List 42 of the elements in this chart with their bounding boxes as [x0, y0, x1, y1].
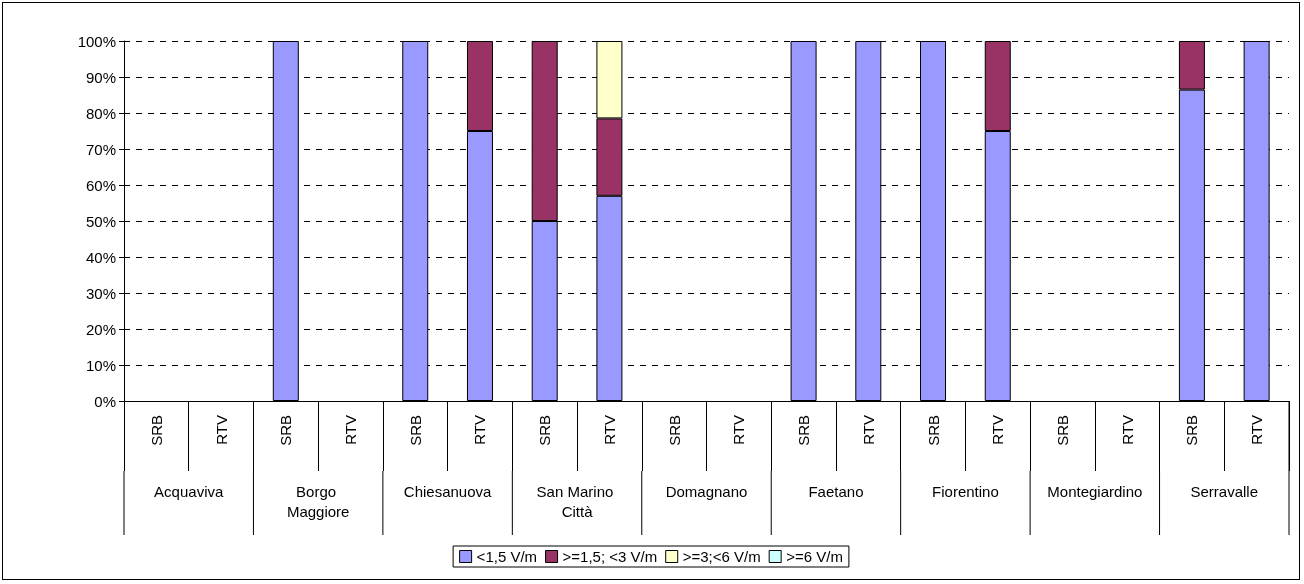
x-tick-label: SRB: [277, 415, 295, 446]
y-tick-label: 50%: [85, 212, 116, 230]
x-tick-label: SRB: [536, 415, 554, 446]
text: Serravalle: [1190, 482, 1259, 500]
text: Chiesanuova: [403, 482, 493, 500]
x-tick-label: SRB: [924, 415, 942, 446]
y-tick-label: 10%: [85, 356, 116, 374]
x-tick-label: RTV: [342, 415, 360, 445]
x-tick-label: SRB: [665, 415, 683, 446]
y-tick-label: 80%: [85, 104, 116, 122]
legend-label: <1,5 V/m: [476, 548, 538, 565]
x-tick-label: RTV: [212, 415, 230, 445]
y-tick-label: 20%: [85, 320, 116, 338]
y-tick-label: 100%: [77, 32, 116, 50]
text: Borgo Maggiore: [286, 482, 350, 520]
legend-label: >=6 V/m: [786, 548, 843, 565]
text: Acquaviva: [154, 482, 224, 500]
y-tick-label: 0%: [94, 392, 116, 410]
y-tick-label: 60%: [85, 176, 116, 194]
text: Fiorentino: [932, 482, 999, 500]
text: San Marino Città: [536, 482, 618, 520]
legend-label: >=3;<6 V/m: [682, 548, 761, 565]
x-tick-label: SRB: [1053, 415, 1071, 446]
y-tick-label: 90%: [85, 68, 116, 86]
text: Domagnano: [665, 482, 748, 500]
x-tick-label: RTV: [859, 415, 877, 445]
x-tick-label: RTV: [989, 415, 1007, 445]
y-tick-label: 30%: [85, 284, 116, 302]
x-tick-label: SRB: [406, 415, 424, 446]
x-tick-label: SRB: [795, 415, 813, 446]
x-tick-label: RTV: [600, 415, 618, 445]
y-tick-label: 40%: [85, 248, 116, 266]
x-tick-label: RTV: [471, 415, 489, 445]
x-tick-label: SRB: [1183, 415, 1201, 446]
text: Montegiardino: [1047, 482, 1143, 500]
x-tick-label: RTV: [730, 415, 748, 445]
x-tick-label: RTV: [1248, 415, 1266, 445]
x-tick-label: SRB: [147, 415, 165, 446]
x-tick-label: RTV: [1118, 415, 1136, 445]
legend-label: >=1,5; <3 V/m: [562, 548, 658, 565]
text: Faetano: [808, 482, 864, 500]
y-tick-label: 70%: [85, 140, 116, 158]
